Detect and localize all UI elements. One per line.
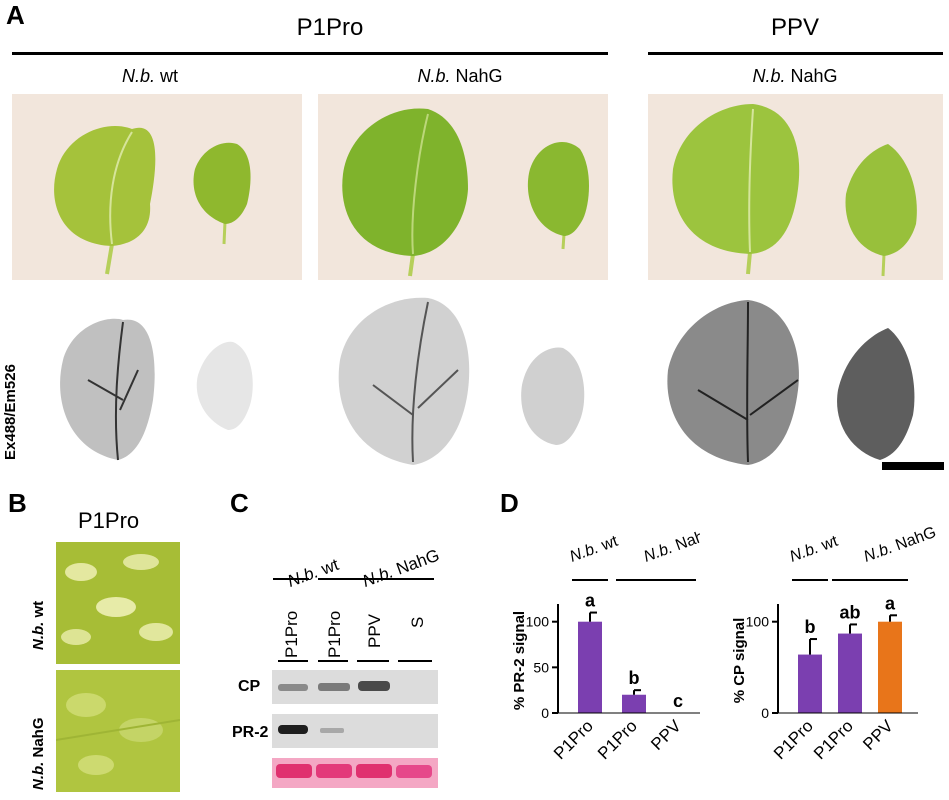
panel-a-group-title-ppv: PPV <box>770 14 820 41</box>
y-axis-label: % CP signal <box>731 618 748 704</box>
category-label: P1Pro <box>770 716 817 763</box>
panel-a-col1-label: N.b. wt <box>121 66 179 86</box>
panel-b-letter: B <box>8 488 27 518</box>
y-axis-label: % PR-2 signal <box>511 611 528 710</box>
y-tick-label: 50 <box>533 659 549 675</box>
panel-c-lane-3: PPV <box>365 613 384 648</box>
blot-band-cp-2 <box>318 683 350 691</box>
panel-a-letter: A <box>6 0 25 30</box>
group-label-nahg: N.b. NahG <box>642 524 700 566</box>
blot-band-ponceau-4 <box>396 765 432 778</box>
chart-cp-signal: N.b. wt N.b. NahG 0 100% CP signal b P1Pro ab P… <box>731 524 939 763</box>
panel-c-group-wt-rule <box>273 578 309 580</box>
panel-c-lane-1: P1Pro <box>282 610 301 658</box>
bar <box>798 654 822 713</box>
fluorescence-image-nahg-p1pro <box>318 290 608 468</box>
group-label-nahg-rest: NahG <box>669 524 700 556</box>
leaf-photo-nahg-p1pro <box>318 94 608 280</box>
bar <box>622 694 646 713</box>
panel-c-lane-2-rule <box>318 660 348 662</box>
closeup-photo-wt <box>56 542 180 664</box>
panel-c-row-label-cp: CP <box>238 678 261 695</box>
blot-band-ponceau-1 <box>276 764 312 778</box>
western-blot <box>272 670 438 788</box>
leaf-photo-wt <box>12 94 302 280</box>
panel-c-group-nahg-label: N.b. NahG <box>360 545 442 591</box>
leaf-photo-nahg-ppv <box>648 94 943 280</box>
significance-label: a <box>585 591 596 611</box>
category-label: PPV <box>859 716 897 754</box>
chart-pr2-signal: N.b. wt N.b. NahG 0 50 100% PR-2 signal a P1Pr… <box>511 524 700 763</box>
panel-a-col2-label: N.b. NahG <box>417 66 503 86</box>
panel-c-letter: C <box>230 488 249 518</box>
blot-band-pr2-1 <box>278 725 308 734</box>
group-label-wt-rest: wt <box>595 533 621 556</box>
panel-b-title: P1Pro <box>78 508 140 533</box>
panel-c-group-nahg-rule <box>318 578 434 580</box>
group-label-wt-rest: wt <box>815 533 841 556</box>
panel-c-lane-4: S <box>408 616 427 628</box>
y-tick-label: 100 <box>526 614 550 630</box>
panel-c-lane-3-rule <box>357 660 389 662</box>
blot-band-cp-1 <box>278 684 308 691</box>
y-tick-label: 0 <box>761 705 769 721</box>
fluorescence-image-nahg-ppv <box>648 290 943 468</box>
panel-c-lane-1-rule <box>278 660 308 662</box>
significance-label: b <box>805 617 816 637</box>
bar <box>578 621 602 713</box>
scale-bar <box>882 462 944 470</box>
blot-band-cp-3 <box>358 681 390 691</box>
category-label: PPV <box>647 716 685 754</box>
group-label-nahg: N.b. NahG <box>862 524 939 566</box>
panel-c-lane-4-rule <box>398 660 432 662</box>
blot-band-ponceau-3 <box>356 764 392 778</box>
y-tick-label: 100 <box>746 614 770 630</box>
panel-c-lane-2: P1Pro <box>325 610 344 658</box>
significance-label: a <box>885 593 896 613</box>
panel-b-row2-label: N.b. NahG <box>30 717 47 790</box>
group-label-nahg-rest: NahG <box>889 524 938 556</box>
panel-c-group-wt-label: N.b. wt <box>285 554 342 591</box>
y-tick-label: 0 <box>541 705 549 721</box>
panel-a-group-rule-ppv <box>648 52 943 55</box>
bar <box>878 621 902 713</box>
blot-band-pr2-2 <box>320 728 344 733</box>
panel-d-letter: D <box>500 488 519 518</box>
bar <box>838 633 862 713</box>
panel-a-group-rule-p1pro <box>12 52 608 55</box>
category-label: P1Pro <box>594 716 641 763</box>
category-label: P1Pro <box>550 716 597 763</box>
significance-label: c <box>673 691 683 711</box>
closeup-photo-nahg <box>56 670 180 792</box>
category-label: P1Pro <box>810 716 857 763</box>
significance-label: ab <box>839 602 860 622</box>
significance-label: b <box>629 668 640 688</box>
group-label-wt: N.b. wt <box>568 533 621 566</box>
panel-a-col3-label: N.b. NahG <box>752 66 838 86</box>
fluorescence-image-wt <box>28 290 308 468</box>
blot-band-ponceau-2 <box>316 764 352 778</box>
group-label-wt: N.b. wt <box>788 533 841 566</box>
panel-a-row-label: Ex488/Em526 <box>2 364 19 460</box>
panel-b-row1-label: N.b. wt <box>30 600 47 650</box>
panel-c-row-label-pr2: PR-2 <box>232 724 269 741</box>
panel-a-group-title-p1pro: P1Pro <box>296 14 364 41</box>
